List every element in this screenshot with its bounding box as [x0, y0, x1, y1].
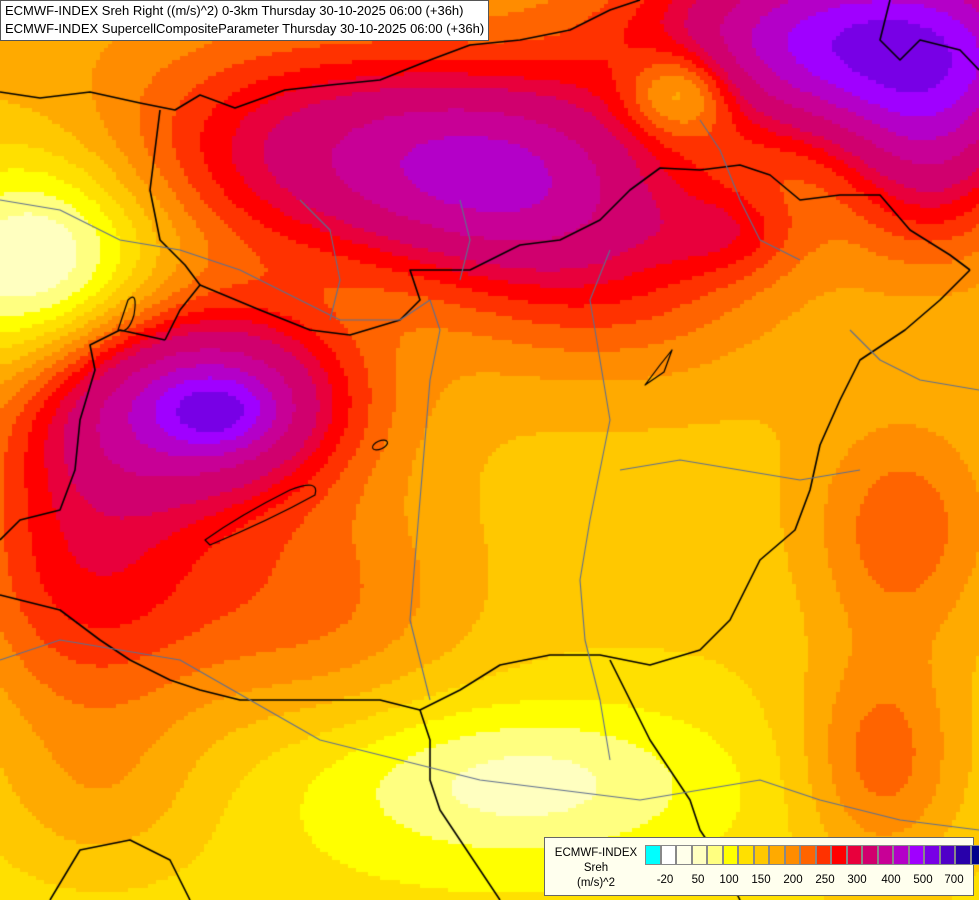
legend-title-model: ECMWF-INDEX: [554, 847, 638, 859]
legend-swatch-14: [862, 845, 878, 865]
legend-color-bar: [645, 845, 979, 865]
legend-swatch-10: [800, 845, 816, 865]
legend-tick-9: 700: [944, 874, 964, 886]
legend-swatch-15: [877, 845, 893, 865]
title-line-scp: ECMWF-INDEX SupercellCompositeParameter …: [5, 21, 485, 36]
legend-swatch-3: [691, 845, 707, 865]
legend-swatch-4: [707, 845, 723, 865]
legend-swatch-17: [908, 845, 924, 865]
legend-swatch-12: [831, 845, 847, 865]
legend-swatch-13: [846, 845, 862, 865]
legend-swatch-1: [660, 845, 676, 865]
legend-tick-2: 100: [719, 874, 739, 886]
legend-tick-1: 50: [691, 874, 705, 886]
legend-tick-0: -20: [656, 874, 674, 886]
legend-swatch-8: [769, 845, 785, 865]
legend-swatch-9: [784, 845, 800, 865]
map-title-box: ECMWF-INDEX Sreh Right ((m/s)^2) 0-3km T…: [0, 0, 490, 41]
legend-swatch-18: [924, 845, 940, 865]
legend-tick-7: 400: [881, 874, 901, 886]
legend-tick-4: 200: [783, 874, 803, 886]
legend-title-unit: (m/s)^2: [577, 877, 615, 889]
legend-swatch-0: [645, 845, 661, 865]
legend-tick-6: 300: [847, 874, 867, 886]
legend-swatch-11: [815, 845, 831, 865]
legend-title-variable: Sreh: [583, 862, 609, 874]
legend-swatch-16: [893, 845, 909, 865]
legend-swatch-21: [970, 845, 979, 865]
title-line-sreh: ECMWF-INDEX Sreh Right ((m/s)^2) 0-3km T…: [5, 3, 464, 18]
legend-swatch-5: [722, 845, 738, 865]
legend-swatch-7: [753, 845, 769, 865]
color-legend: ECMWF-INDEX Sreh (m/s)^2 -20 50 100 150 200 2…: [544, 837, 979, 896]
legend-title: ECMWF-INDEX Sreh (m/s)^2: [549, 846, 643, 891]
legend-swatch-2: [676, 845, 692, 865]
legend-swatch-6: [738, 845, 754, 865]
legend-tick-8: 500: [913, 874, 933, 886]
legend-tick-5: 250: [815, 874, 835, 886]
legend-swatch-19: [939, 845, 955, 865]
legend-swatch-20: [955, 845, 971, 865]
legend-tick-3: 150: [751, 874, 771, 886]
legend-tick-labels: -20 50 100 150 200 250 300 400 500 700: [645, 874, 975, 888]
